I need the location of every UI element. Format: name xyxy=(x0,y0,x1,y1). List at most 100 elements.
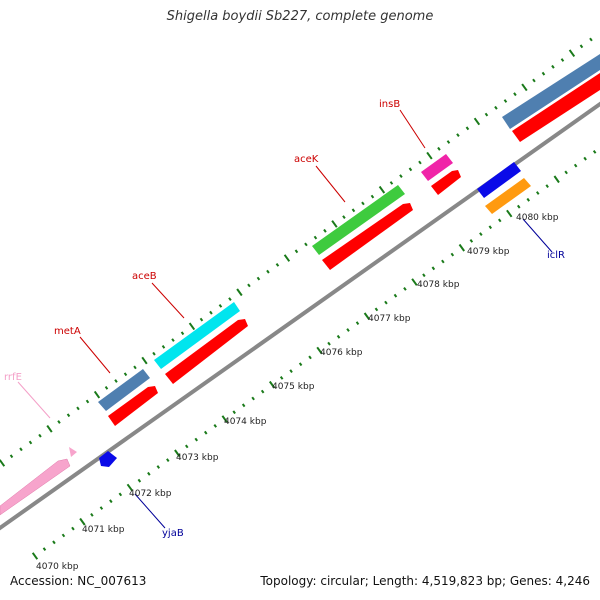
upper-tick-mark xyxy=(579,44,584,49)
upper-tick-mark xyxy=(294,249,299,254)
upper-tick-mark xyxy=(331,220,338,228)
lower-tick-mark xyxy=(516,204,521,209)
lower-tick-mark xyxy=(279,376,284,380)
upper-tick-mark xyxy=(161,345,166,349)
lower-tick-mark xyxy=(109,499,113,504)
lower-tick-mark xyxy=(479,232,483,236)
upper-tick-mark xyxy=(426,151,433,160)
upper-tick-mark xyxy=(85,399,90,404)
insB-leader xyxy=(399,109,426,149)
metA-label: metA xyxy=(54,326,81,337)
iclR-orange[interactable] xyxy=(485,178,531,214)
aceB-cds[interactable] xyxy=(165,319,248,384)
upper-tick-mark xyxy=(351,208,356,213)
upper-tick-mark xyxy=(399,174,403,178)
metA-cds[interactable] xyxy=(108,386,158,426)
upper-tick-mark xyxy=(389,181,394,185)
aceK-upper-box[interactable] xyxy=(312,185,405,255)
tick-label-4079: 4079 kbp xyxy=(467,247,510,257)
lower-tick-mark xyxy=(458,243,466,252)
upper-tick-mark xyxy=(275,263,280,267)
lower-tick-mark xyxy=(156,465,161,469)
upper-tick-mark xyxy=(266,269,270,274)
aceK-cds[interactable] xyxy=(322,203,413,270)
lower-tick-mark xyxy=(316,346,323,355)
map-title: Shigella boydii Sb227, complete genome xyxy=(166,9,434,24)
lower-tick-mark xyxy=(422,273,426,278)
upper-tick-mark xyxy=(93,390,101,399)
lower-tick-mark xyxy=(411,278,418,286)
aceB-leader xyxy=(151,282,185,319)
tick-label-4073: 4073 kbp xyxy=(176,453,219,463)
right-cds[interactable] xyxy=(512,73,600,142)
iclR-leader xyxy=(522,218,553,253)
upper-tick-mark xyxy=(313,235,318,240)
tick-label-4077: 4077 kbp xyxy=(368,314,411,324)
right-upper-blue-box[interactable] xyxy=(502,54,600,129)
insB-upper-box[interactable] xyxy=(421,154,453,181)
insB-cds[interactable] xyxy=(431,170,461,195)
tick-label-4071: 4071 kbp xyxy=(82,525,125,535)
rrfE-feature[interactable] xyxy=(0,458,71,516)
upper-tick-mark xyxy=(418,160,422,165)
upper-tick-mark xyxy=(209,310,213,315)
yjaB-label: yjaB xyxy=(162,528,184,539)
lower-tick-mark xyxy=(90,513,94,517)
upper-tick-mark xyxy=(361,201,365,206)
upper-tick-mark xyxy=(123,372,128,377)
upper-tick-mark xyxy=(9,454,14,459)
upper-tick-mark xyxy=(114,379,118,383)
lower-tick-mark xyxy=(268,380,276,389)
lower-tick-mark xyxy=(289,369,293,373)
lower-tick-mark xyxy=(213,424,218,428)
lower-tick-mark xyxy=(251,396,255,401)
upper-tick-mark xyxy=(521,83,528,92)
upper-tick-mark xyxy=(104,386,109,390)
lower-tick-mark xyxy=(99,506,104,510)
lower-tick-mark xyxy=(31,552,39,560)
lower-tick-mark xyxy=(592,150,597,154)
upper-tick-mark xyxy=(218,304,223,308)
upper-tick-mark xyxy=(589,37,593,42)
genome-summary-text: Topology: circular; Length: 4,519,823 bp… xyxy=(260,574,590,588)
lower-tick-mark xyxy=(61,533,66,538)
upper-tick-mark xyxy=(484,112,489,117)
metA-leader xyxy=(79,336,111,374)
upper-tick-mark xyxy=(456,133,460,137)
lower-tick-mark xyxy=(327,341,331,346)
upper-tick-mark xyxy=(76,406,80,411)
lower-tick-mark xyxy=(488,225,493,230)
lower-tick-mark xyxy=(203,430,208,435)
upper-tick-mark xyxy=(342,215,346,219)
lower-tick-mark xyxy=(166,458,170,462)
upper-tick-mark xyxy=(283,254,291,262)
lower-tick-mark xyxy=(564,170,568,175)
tick-label-4075: 4075 kbp xyxy=(272,382,315,392)
aceK-label: aceK xyxy=(294,154,319,165)
upper-tick-mark xyxy=(513,92,517,97)
upper-tick-mark xyxy=(551,64,555,69)
tick-label-4080: 4080 kbp xyxy=(516,213,559,223)
upper-tick-mark xyxy=(370,194,375,199)
metA-upper-box[interactable] xyxy=(98,369,150,411)
lower-tick-mark xyxy=(147,471,151,476)
upper-tick-mark xyxy=(532,78,536,83)
upper-tick-row xyxy=(0,37,593,467)
lower-tick-mark xyxy=(469,239,474,243)
lower-tick-mark xyxy=(241,403,246,408)
upper-tick-mark xyxy=(180,331,185,336)
upper-tick-mark xyxy=(304,242,308,247)
tick-label-4070: 4070 kbp xyxy=(36,562,79,572)
upper-tick-mark xyxy=(133,365,137,370)
aceB-upper-box[interactable] xyxy=(154,302,240,369)
lower-tick-mark xyxy=(441,259,445,264)
upper-tick-mark xyxy=(473,117,481,126)
upper-tick-mark xyxy=(437,146,441,151)
yjaB-feature[interactable] xyxy=(99,451,117,467)
upper-tick-mark xyxy=(568,49,576,57)
lower-tick-mark xyxy=(583,156,587,161)
iclR-lower-blue[interactable] xyxy=(477,162,521,198)
upper-tick-mark xyxy=(141,356,148,365)
rrfE-small-arrow[interactable] xyxy=(69,447,77,457)
